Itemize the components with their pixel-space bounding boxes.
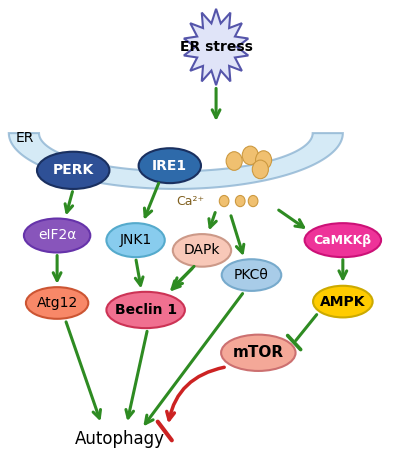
Text: Autophagy: Autophagy bbox=[75, 430, 164, 448]
Text: Ca²⁺: Ca²⁺ bbox=[176, 195, 204, 208]
Circle shape bbox=[255, 151, 272, 170]
Ellipse shape bbox=[106, 292, 185, 328]
Circle shape bbox=[242, 146, 258, 165]
Ellipse shape bbox=[221, 334, 295, 371]
Text: eIF2α: eIF2α bbox=[38, 228, 76, 243]
Circle shape bbox=[248, 195, 258, 207]
Text: Atg12: Atg12 bbox=[36, 296, 78, 310]
Text: Beclin 1: Beclin 1 bbox=[115, 303, 177, 317]
Text: AMPK: AMPK bbox=[320, 294, 366, 309]
Text: DAPk: DAPk bbox=[184, 244, 220, 257]
Text: PERK: PERK bbox=[53, 163, 94, 178]
Ellipse shape bbox=[313, 286, 373, 317]
Polygon shape bbox=[9, 133, 343, 189]
Ellipse shape bbox=[139, 148, 201, 183]
Ellipse shape bbox=[26, 287, 88, 319]
Text: mTOR: mTOR bbox=[233, 345, 284, 360]
Text: IRE1: IRE1 bbox=[152, 159, 187, 173]
Text: PKCθ: PKCθ bbox=[234, 268, 269, 282]
Ellipse shape bbox=[24, 219, 90, 252]
Circle shape bbox=[252, 160, 268, 179]
Text: ER stress: ER stress bbox=[180, 40, 253, 54]
Text: CaMKKβ: CaMKKβ bbox=[314, 234, 372, 247]
Text: ER: ER bbox=[16, 131, 34, 145]
Text: JNK1: JNK1 bbox=[120, 233, 152, 247]
Polygon shape bbox=[184, 9, 248, 85]
Ellipse shape bbox=[173, 234, 231, 267]
Ellipse shape bbox=[37, 152, 109, 189]
Circle shape bbox=[226, 152, 242, 171]
Circle shape bbox=[219, 195, 229, 207]
Ellipse shape bbox=[106, 223, 165, 257]
Ellipse shape bbox=[305, 223, 381, 257]
Circle shape bbox=[235, 195, 245, 207]
Ellipse shape bbox=[222, 259, 281, 291]
